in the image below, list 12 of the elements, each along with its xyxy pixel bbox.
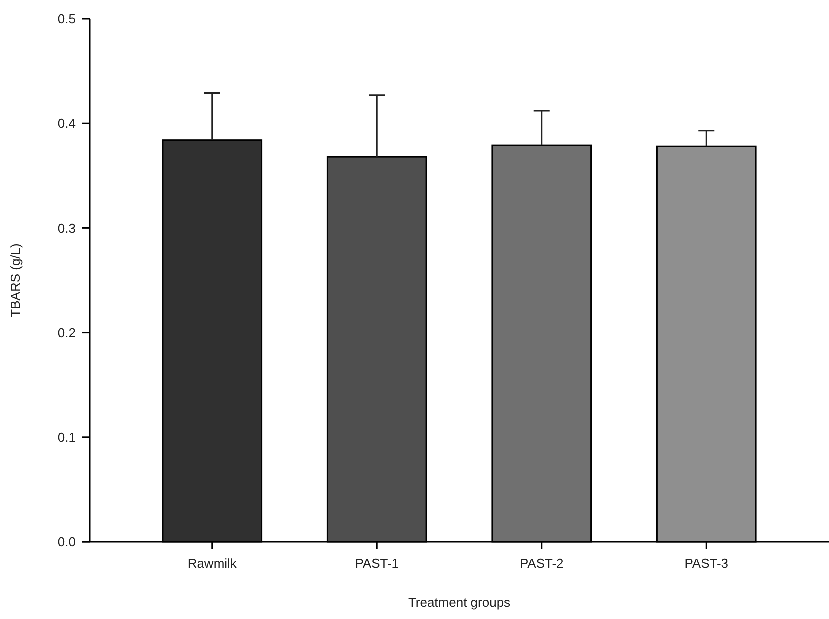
- x-tick-label: PAST-3: [684, 556, 729, 571]
- y-tick-label: 0.4: [58, 116, 76, 132]
- x-tick-label: PAST-1: [355, 556, 400, 571]
- y-tick-label: 0.1: [58, 430, 76, 445]
- x-tick-label: PAST-2: [520, 556, 564, 571]
- y-axis-title: TBARS (g/L): [8, 244, 23, 318]
- x-tick-label: Rawmilk: [188, 556, 238, 571]
- y-tick-label: 0.3: [58, 220, 76, 236]
- y-tick-label: 0.0: [58, 534, 76, 550]
- y-tick-label: 0.5: [58, 12, 76, 27]
- x-axis-title: Treatment groups: [408, 595, 512, 610]
- y-tick-label: 0.2: [58, 325, 76, 340]
